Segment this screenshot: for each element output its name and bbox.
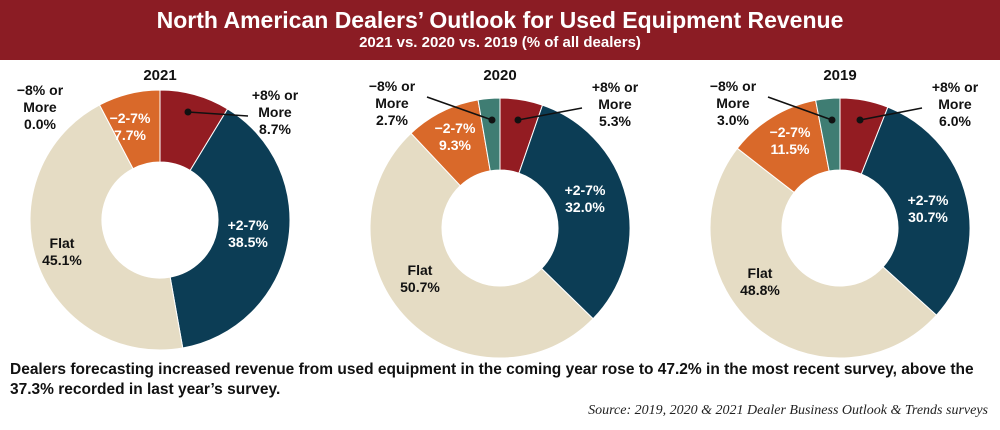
donut-slice-2021-minus2_7 <box>98 89 161 170</box>
donut-title-2019: 2019 <box>823 67 856 84</box>
donut-slice-2019-plus2_7 <box>860 106 971 316</box>
slice-label-2021-plus8: +8% or More 8.7% <box>252 87 299 137</box>
slice-label-2021-plus2_7: +2-7% 38.5% <box>228 217 269 250</box>
leader-dot-2021-plus8 <box>184 108 192 116</box>
caption-text: Dealers forecasting increased revenue fr… <box>10 361 974 398</box>
leader-line-2020-plus8 <box>517 107 583 121</box>
slice-label-2019-plus2_7: +2-7% 30.7% <box>908 192 949 225</box>
donut-charts-area: 2021 +8% or More 8.7% +2-7% 38.5% Flat 45.1% −2-… <box>0 60 1000 360</box>
slice-label-2021-minus2_7: −2-7% 7.7% <box>110 110 151 143</box>
donut-slice-2019-flat <box>709 147 938 359</box>
slice-label-2020-plus2_7: +2-7% 32.0% <box>565 182 606 215</box>
donut-title-2021: 2021 <box>143 67 176 84</box>
slice-label-2019-flat: Flat 48.8% <box>740 265 780 298</box>
leader-dot-2020-plus8 <box>514 116 522 124</box>
leader-dot-2019-plus8 <box>856 116 864 124</box>
slice-label-2019-minus2_7: −2-7% 11.5% <box>770 124 811 157</box>
chart-subtitle: 2021 vs. 2020 vs. 2019 (% of all dealers… <box>359 34 641 51</box>
slice-label-2019-plus8: +8% or More 6.0% <box>932 79 979 129</box>
leader-line-2020-minus8 <box>426 96 493 121</box>
leader-dot-2020-minus8 <box>488 116 496 124</box>
donut-chart-2020: 2020 +8% or More 5.3% +2-7% 32.0% Flat 50.7% −2-… <box>369 67 639 359</box>
slice-label-2020-plus8: +8% or More 5.3% <box>592 79 639 129</box>
header-banner: North American Dealers’ Outlook for Used… <box>0 0 1000 60</box>
leader-line-2021-plus8 <box>187 111 249 117</box>
slice-label-2020-flat: Flat 50.7% <box>400 262 440 295</box>
leader-line-2019-plus8 <box>859 107 923 121</box>
donut-charts-svg: 2021 +8% or More 8.7% +2-7% 38.5% Flat 45.1% −2-… <box>17 67 979 359</box>
slice-label-2021-flat: Flat 45.1% <box>42 235 82 268</box>
donut-chart-2019: 2019 +8% or More 6.0% +2-7% 30.7% Flat 48.8% −2-… <box>709 67 979 359</box>
donut-slice-2021-flat <box>29 104 184 351</box>
slice-label-2019-minus8: −8% or More 3.0% <box>710 78 757 128</box>
donut-slice-2020-plus2_7 <box>518 104 631 320</box>
slice-label-2020-minus2_7: −2-7% 9.3% <box>435 120 476 153</box>
donut-chart-2021: 2021 +8% or More 8.7% +2-7% 38.5% Flat 45.1% −2-… <box>17 67 299 351</box>
source-note: Source: 2019, 2020 & 2021 Dealer Busines… <box>588 403 988 418</box>
chart-title: North American Dealers’ Outlook for Used… <box>156 7 844 33</box>
donut-slice-2021-plus2_7 <box>169 108 291 349</box>
leader-dot-2019-minus8 <box>828 116 836 124</box>
donut-slice-2020-flat <box>369 132 594 359</box>
leader-line-2019-minus8 <box>767 96 833 121</box>
slice-label-2021-minus8: −8% or More 0.0% <box>17 82 64 132</box>
slice-label-2020-minus8: −8% or More 2.7% <box>369 78 416 128</box>
donut-title-2020: 2020 <box>483 67 516 84</box>
